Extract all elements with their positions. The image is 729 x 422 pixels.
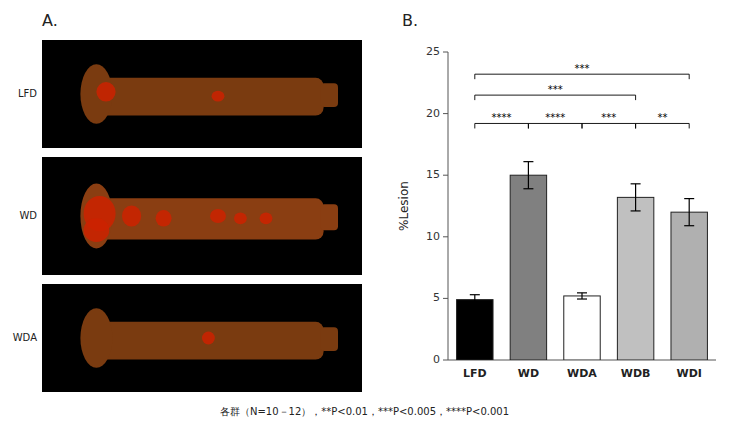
y-axis: 0 5 10 15 20 25 xyxy=(426,45,448,366)
tick-label: WDI xyxy=(677,367,702,380)
lesion-spot xyxy=(212,91,225,102)
lesion-spot xyxy=(234,212,247,224)
error-cap xyxy=(577,298,587,299)
error-cap xyxy=(470,294,480,295)
lesion-spot xyxy=(156,210,172,227)
lesion-spot xyxy=(96,82,115,101)
lesion-spot xyxy=(260,212,273,224)
tick-label: 0 xyxy=(433,353,440,366)
tick-label: WDB xyxy=(621,367,651,380)
tissue xyxy=(100,198,324,239)
chart-title: B. xyxy=(402,11,418,30)
tick-label: WDA xyxy=(567,367,597,380)
significance-label: *** xyxy=(575,63,590,74)
tick-label: LFD xyxy=(463,367,487,380)
photo-panel xyxy=(42,40,362,148)
bar xyxy=(617,197,653,360)
tick-label: 15 xyxy=(426,168,440,181)
significance-bracket xyxy=(475,123,529,128)
photo-background xyxy=(42,157,362,275)
tissue xyxy=(80,308,112,367)
photo-panel xyxy=(42,157,362,275)
figure: A. LFD WD WDA B. 0 5 10 15 20 25 %Lesion LFD WD WDA WDB… xyxy=(0,0,729,422)
error-bar xyxy=(577,293,587,299)
error-cap xyxy=(523,161,533,162)
panel-label: LFD xyxy=(18,88,37,99)
significance-bracket xyxy=(475,95,636,100)
error-bar xyxy=(470,295,480,305)
photo-background xyxy=(42,284,362,392)
bar xyxy=(564,296,600,360)
panel-title: A. xyxy=(42,11,58,30)
tick-mark xyxy=(443,298,448,299)
error-line xyxy=(528,162,529,189)
significance-bracket xyxy=(475,74,689,79)
bar xyxy=(671,212,707,360)
error-cap xyxy=(470,304,480,305)
tick-label: WD xyxy=(518,367,539,380)
significance-label: *** xyxy=(601,112,616,123)
lesion-spot xyxy=(122,205,141,226)
photo-background xyxy=(42,40,362,148)
tick-label: 5 xyxy=(433,291,440,304)
tick-mark xyxy=(443,236,448,237)
significance-label: **** xyxy=(492,112,512,123)
tissue xyxy=(320,327,338,351)
error-cap xyxy=(631,210,641,211)
error-line xyxy=(581,293,582,299)
error-cap xyxy=(684,198,694,199)
panel-label: WD xyxy=(19,210,37,221)
tick-mark xyxy=(443,52,448,53)
tick-label: 10 xyxy=(426,230,440,243)
lesion-spot xyxy=(84,218,110,242)
significance: ******************* xyxy=(475,63,689,128)
bar xyxy=(510,175,546,360)
axis-line xyxy=(448,52,449,360)
error-line xyxy=(689,199,690,226)
tissue xyxy=(320,204,338,230)
significance-bracket xyxy=(636,123,690,128)
footnote: 各群（N=10－12），**P<0.01，***P<0.005，****P<0.… xyxy=(220,406,509,417)
significance-label: **** xyxy=(545,112,565,123)
tick-label: 20 xyxy=(426,107,440,120)
error-cap xyxy=(523,188,533,189)
tick-label: 25 xyxy=(426,45,440,58)
error-cap xyxy=(684,225,694,226)
panel-label: WDA xyxy=(13,332,37,343)
lesion-spot xyxy=(210,209,226,223)
tissue xyxy=(100,78,324,116)
error-line xyxy=(474,295,475,305)
tick-mark xyxy=(443,113,448,114)
bar xyxy=(457,300,493,360)
significance-label: *** xyxy=(548,84,563,95)
photo-panel xyxy=(42,284,362,392)
tick-mark xyxy=(443,360,448,361)
significance-bracket xyxy=(528,123,582,128)
lesion-spot xyxy=(202,332,215,345)
error-line xyxy=(635,184,636,211)
error-bar xyxy=(684,199,694,226)
significance-bracket xyxy=(582,123,636,128)
tissue xyxy=(320,83,338,107)
error-cap xyxy=(577,292,587,293)
significance-label: ** xyxy=(657,112,667,123)
bars xyxy=(457,162,708,360)
error-bar xyxy=(631,184,641,211)
tick-mark xyxy=(443,175,448,176)
error-cap xyxy=(631,183,641,184)
axis-label: %Lesion xyxy=(397,181,411,231)
tissue xyxy=(100,322,324,360)
error-bar xyxy=(523,162,533,189)
